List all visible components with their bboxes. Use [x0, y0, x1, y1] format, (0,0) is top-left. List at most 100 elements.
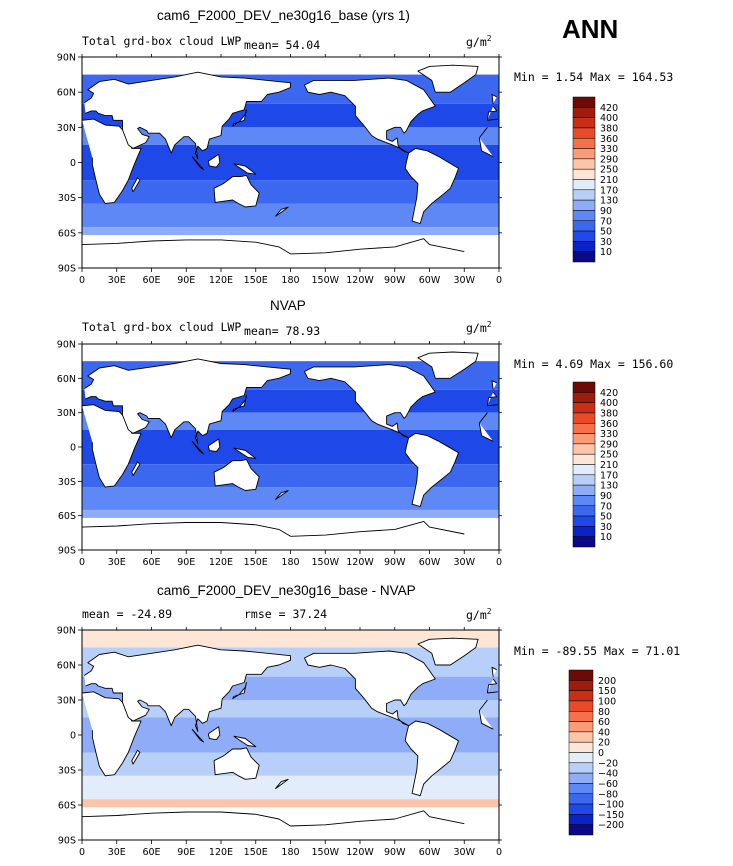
colorbar-label: −20	[598, 758, 618, 769]
x-tick-label: 90E	[177, 847, 195, 858]
x-tick-label: 90W	[384, 847, 406, 858]
y-tick-label: 90S	[58, 546, 76, 557]
coastline	[207, 438, 221, 453]
panel-1-minmax: Min = 1.54 Max = 164.53	[514, 70, 674, 84]
colorbar-label: 360	[600, 419, 618, 430]
y-tick-label: 90S	[58, 836, 76, 847]
coastline	[81, 238, 465, 255]
panel-3-mean-label: mean = -24.89	[82, 607, 173, 621]
y-tick-label: 0	[70, 158, 76, 169]
coastline	[131, 177, 141, 193]
colorbar-cell	[572, 526, 596, 537]
x-tick-label: 30W	[454, 557, 476, 568]
colorbar-label: 250	[600, 165, 618, 176]
colorbar-cell	[572, 148, 596, 160]
colorbar-cell	[572, 189, 596, 201]
x-tick-label: 60W	[419, 847, 441, 858]
coastline	[303, 77, 436, 154]
y-tick-label: 60N	[57, 374, 76, 385]
colorbar-label: 40	[598, 727, 610, 738]
colorbar-label: −80	[598, 789, 618, 800]
colorbar-label: 80	[598, 707, 610, 718]
colorbar-cell	[572, 453, 596, 465]
panel-2-variable-label: Total grd-box cloud LWP	[82, 320, 242, 334]
colorbar-cell	[572, 515, 596, 527]
colorbar-label: 10	[600, 247, 612, 258]
colorbar-label: −100	[598, 800, 624, 811]
colorbar-cell	[568, 772, 594, 784]
x-tick-label: 150E	[244, 557, 268, 568]
coastline	[84, 644, 498, 732]
colorbar-label: 50	[600, 227, 612, 238]
coastline	[191, 728, 205, 743]
colorbar-cell	[568, 690, 594, 702]
colorbar-cell	[568, 700, 594, 712]
coastline	[275, 490, 289, 500]
x-tick-label: 90W	[384, 557, 406, 568]
x-tick-label: 30W	[454, 275, 476, 286]
colorbar-label: 20	[598, 738, 610, 749]
coastline	[131, 749, 141, 765]
field-band	[82, 464, 499, 488]
colorbar-cell	[572, 423, 596, 434]
colorbar-label: 90	[600, 206, 612, 217]
colorbar-label: 100	[598, 696, 616, 707]
coastline	[275, 778, 289, 790]
coastline	[275, 206, 289, 217]
colorbar-cell	[568, 762, 594, 774]
colorbar-label: 130	[600, 481, 618, 492]
field-band	[82, 630, 499, 648]
y-tick-label: 30S	[58, 766, 76, 777]
coastline	[417, 64, 479, 93]
y-tick-label: 90N	[57, 626, 76, 637]
colorbar-cell	[568, 814, 594, 825]
coastline	[303, 364, 436, 439]
colorbar-label: 210	[600, 460, 618, 471]
colorbar-cell	[572, 464, 596, 476]
colorbar-cell	[568, 803, 594, 815]
colorbar-label: 290	[600, 154, 618, 165]
colorbar-cell	[568, 680, 594, 691]
colorbar-cell	[572, 210, 596, 221]
panel-2-minmax: Min = 4.69 Max = 156.60	[514, 357, 674, 371]
colorbar-cell	[568, 783, 594, 794]
colorbar-label: 330	[600, 429, 618, 440]
coastline	[213, 747, 260, 780]
y-tick-label: 90N	[57, 53, 76, 64]
y-tick-label: 60N	[57, 88, 76, 99]
colorbar-cell	[568, 669, 594, 681]
panel-3-title: cam6_F2000_DEV_ne30g16_base - NVAP	[157, 583, 416, 598]
colorbar-cell	[572, 127, 596, 139]
colorbar-cell	[572, 168, 596, 180]
x-tick-label: 120W	[346, 847, 374, 858]
coastline	[417, 351, 479, 379]
colorbar-label: 30	[600, 522, 612, 533]
colorbar-label: 250	[600, 450, 618, 461]
colorbar-label: 330	[600, 144, 618, 155]
field-band	[82, 226, 499, 236]
y-tick-label: 60N	[57, 661, 76, 672]
colorbar-label: 210	[600, 175, 618, 186]
x-tick-label: 30E	[108, 557, 126, 568]
x-tick-label: 90W	[384, 275, 406, 286]
y-tick-label: 90N	[57, 340, 76, 351]
colorbar-label: −200	[598, 820, 624, 831]
y-tick-label: 30N	[57, 123, 76, 134]
coastline	[81, 118, 494, 204]
field-band	[82, 752, 499, 776]
field-band	[82, 344, 499, 362]
colorbar-label: 400	[600, 113, 618, 124]
panel-3-minmax: Min = -89.55 Max = 71.01	[514, 644, 681, 658]
colorbar-cell	[568, 721, 594, 733]
season-label: ANN	[562, 14, 619, 44]
x-tick-label: 150E	[244, 847, 268, 858]
colorbar-cell	[572, 495, 596, 506]
colorbar-cell	[568, 711, 594, 722]
field-band	[82, 775, 499, 800]
colorbar-label: 420	[600, 103, 618, 114]
x-tick-label: 60W	[419, 275, 441, 286]
colorbar-cell	[572, 241, 596, 252]
coastline	[232, 109, 247, 127]
y-tick-label: 60S	[58, 228, 76, 239]
coastline	[81, 520, 465, 537]
